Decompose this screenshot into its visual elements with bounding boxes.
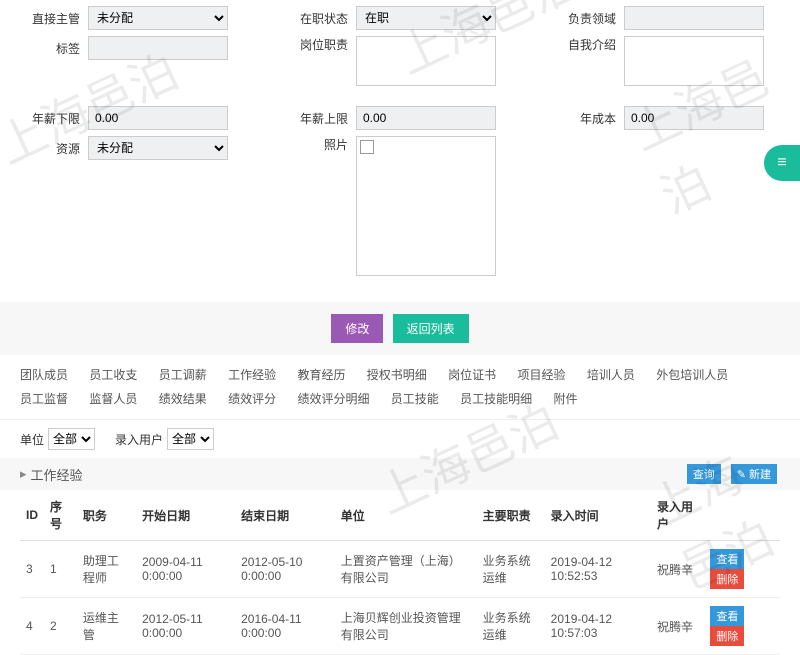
tag-label: 标签 bbox=[20, 40, 80, 57]
supervisor-select[interactable]: 未分配 bbox=[88, 6, 228, 30]
th-time: 录入时间 bbox=[545, 490, 651, 541]
tab-skill-detail[interactable]: 员工技能明细 bbox=[460, 387, 532, 411]
unit-filter[interactable]: 全部 bbox=[48, 428, 95, 450]
status-label: 在职状态 bbox=[288, 10, 348, 27]
form-area: 直接主管 未分配 在职状态 在职 负责领域 标签 岗位职责 自我介绍 年薪下限 bbox=[0, 0, 800, 292]
fab-menu[interactable] bbox=[764, 145, 800, 181]
back-button[interactable]: 返回列表 bbox=[393, 314, 469, 343]
tab-training[interactable]: 培训人员 bbox=[587, 363, 635, 387]
tab-outsource[interactable]: 外包培训人员 bbox=[656, 363, 728, 387]
delete-button[interactable]: 删除 bbox=[710, 569, 744, 589]
tab-score[interactable]: 绩效评分 bbox=[228, 387, 276, 411]
status-select[interactable]: 在职 bbox=[356, 6, 496, 30]
table-row: 42运维主管2012-05-11 0:00:002016-04-11 0:00:… bbox=[20, 598, 780, 655]
tabs: 团队成员 员工收支 员工调薪 工作经验 教育经历 授权书明细 岗位证书 项目经验… bbox=[0, 355, 800, 420]
resource-label: 资源 bbox=[20, 140, 80, 157]
modify-button[interactable]: 修改 bbox=[331, 314, 383, 343]
th-job: 职务 bbox=[77, 490, 136, 541]
view-button[interactable]: 查看 bbox=[710, 549, 744, 569]
delete-button[interactable]: 删除 bbox=[710, 626, 744, 646]
filter-row: 单位 全部 录入用户 全部 bbox=[0, 420, 800, 458]
th-end: 结束日期 bbox=[235, 490, 335, 541]
tab-experience[interactable]: 工作经验 bbox=[228, 363, 276, 387]
experience-table: ID 序号 职务 开始日期 结束日期 单位 主要职责 录入时间 录入用户 31助… bbox=[20, 490, 780, 655]
tab-supervisor[interactable]: 监督人员 bbox=[89, 387, 137, 411]
tab-attach[interactable]: 附件 bbox=[554, 387, 578, 411]
th-id: ID bbox=[20, 490, 44, 541]
area-label: 负责领域 bbox=[556, 10, 616, 27]
intro-label: 自我介绍 bbox=[556, 36, 616, 53]
user-filter[interactable]: 全部 bbox=[167, 428, 214, 450]
th-unit: 单位 bbox=[335, 490, 477, 541]
table-row: 31助理工程师2009-04-11 0:00:002012-05-10 0:00… bbox=[20, 541, 780, 598]
user-filter-label: 录入用户 bbox=[115, 431, 163, 448]
query-button[interactable]: 查询 bbox=[687, 464, 721, 484]
action-buttons: 修改 返回列表 bbox=[0, 302, 800, 355]
photo-upload[interactable] bbox=[356, 136, 496, 276]
tab-perf[interactable]: 绩效结果 bbox=[159, 387, 207, 411]
area-input[interactable] bbox=[624, 6, 764, 30]
th-user: 录入用户 bbox=[651, 490, 701, 541]
duty-textarea[interactable] bbox=[356, 36, 496, 86]
create-button[interactable]: 新建 bbox=[731, 464, 777, 484]
salmin-label: 年薪下限 bbox=[20, 110, 80, 127]
photo-label: 照片 bbox=[288, 136, 348, 153]
unit-filter-label: 单位 bbox=[20, 431, 44, 448]
resource-select[interactable]: 未分配 bbox=[88, 136, 228, 160]
th-seq: 序号 bbox=[44, 490, 77, 541]
tab-score-detail[interactable]: 绩效评分明细 bbox=[297, 387, 369, 411]
tab-education[interactable]: 教育经历 bbox=[297, 363, 345, 387]
th-actions bbox=[701, 490, 780, 541]
cost-input[interactable] bbox=[624, 106, 764, 130]
tab-supervise[interactable]: 员工监督 bbox=[20, 387, 68, 411]
tab-project[interactable]: 项目经验 bbox=[518, 363, 566, 387]
duty-label: 岗位职责 bbox=[288, 36, 348, 53]
th-start: 开始日期 bbox=[136, 490, 235, 541]
tab-skill[interactable]: 员工技能 bbox=[391, 387, 439, 411]
cost-label: 年成本 bbox=[556, 110, 616, 127]
section-title: 工作经验 bbox=[20, 465, 83, 484]
view-button[interactable]: 查看 bbox=[710, 606, 744, 626]
tab-team[interactable]: 团队成员 bbox=[20, 363, 68, 387]
tab-auth[interactable]: 授权书明细 bbox=[367, 363, 427, 387]
th-duty: 主要职责 bbox=[477, 490, 545, 541]
intro-textarea[interactable] bbox=[624, 36, 764, 86]
supervisor-label: 直接主管 bbox=[20, 10, 80, 27]
tab-cert[interactable]: 岗位证书 bbox=[448, 363, 496, 387]
salmax-label: 年薪上限 bbox=[288, 110, 348, 127]
tab-salary[interactable]: 员工调薪 bbox=[159, 363, 207, 387]
salmax-input[interactable] bbox=[356, 106, 496, 130]
tab-income[interactable]: 员工收支 bbox=[89, 363, 137, 387]
section-header: 工作经验 查询 新建 bbox=[0, 458, 800, 490]
tag-input[interactable] bbox=[88, 36, 228, 60]
salmin-input[interactable] bbox=[88, 106, 228, 130]
